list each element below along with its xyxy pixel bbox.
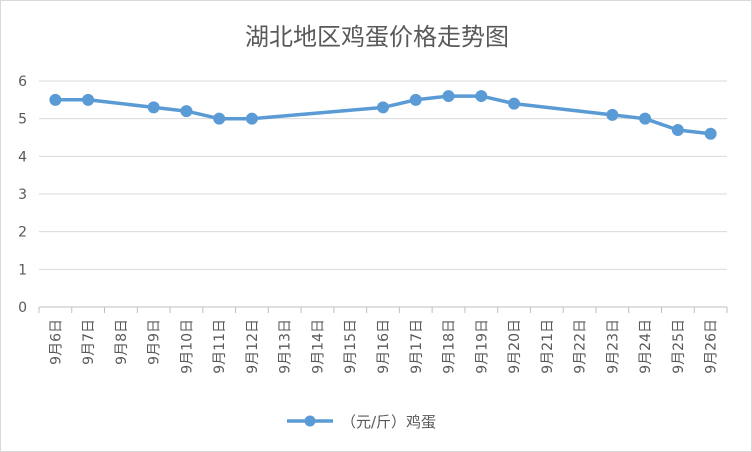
x-tick-label: 9月13日	[278, 319, 294, 374]
x-tick-label: 9月21日	[540, 319, 556, 374]
y-tick-label: 0	[18, 300, 27, 316]
data-point	[671, 123, 684, 136]
x-axis-ticks: 9月6日 9月7日 9月8日 9月9日 9月10日 9月11日 9月12日 9月13日 9月14…	[38, 307, 728, 374]
data-point	[475, 90, 488, 103]
x-tick-label: 9月25日	[671, 319, 687, 374]
x-tick-label: 9月14日	[310, 319, 326, 374]
x-tick-label: 9月17日	[409, 319, 425, 374]
series-layer	[49, 90, 717, 140]
data-point	[704, 127, 717, 140]
data-point	[82, 93, 95, 106]
data-point	[147, 101, 160, 114]
x-tick-label: 9月12日	[245, 319, 261, 374]
data-point	[508, 97, 521, 110]
data-point	[377, 101, 389, 114]
x-tick-label: 9月19日	[474, 319, 490, 374]
data-point	[213, 112, 226, 125]
data-point	[639, 112, 652, 125]
x-tick-label: 9月10日	[179, 319, 195, 374]
x-tick-label: 9月24日	[638, 319, 654, 374]
x-tick-label: 9月15日	[343, 319, 359, 374]
x-tick-label: 9月23日	[605, 319, 621, 374]
data-point	[49, 93, 62, 106]
legend-point-marker	[304, 415, 316, 427]
x-tick-label: 9月22日	[573, 319, 589, 374]
legend: （元/斤）鸡蛋	[287, 413, 436, 431]
y-tick-label: 6	[18, 74, 27, 90]
data-point	[442, 90, 455, 103]
data-point	[409, 93, 422, 106]
y-tick-label: 4	[18, 149, 27, 165]
gridlines	[39, 80, 727, 308]
y-tick-label: 5	[18, 112, 27, 128]
data-point	[606, 108, 619, 121]
chart-title: 湖北地区鸡蛋价格走势图	[245, 23, 509, 51]
x-tick-label: 9月16日	[376, 319, 392, 374]
x-tick-label: 9月18日	[442, 319, 458, 374]
x-tick-label: 9月8日	[114, 319, 130, 365]
y-tick-label: 3	[18, 187, 27, 203]
y-tick-label: 2	[18, 225, 27, 241]
x-tick-label: 9月20日	[507, 319, 523, 374]
data-point	[245, 112, 258, 125]
y-axis-ticks: 0 1 2 3 4 5 6	[18, 74, 27, 316]
legend-label: （元/斤）鸡蛋	[341, 413, 436, 431]
y-tick-label: 1	[18, 262, 27, 278]
x-tick-label: 9月11日	[212, 319, 228, 374]
x-tick-label: 9月7日	[81, 319, 97, 365]
x-tick-label: 9月26日	[704, 319, 720, 374]
data-point	[180, 105, 193, 118]
x-tick-label: 9月9日	[147, 319, 163, 365]
x-tick-label: 9月6日	[48, 319, 64, 365]
